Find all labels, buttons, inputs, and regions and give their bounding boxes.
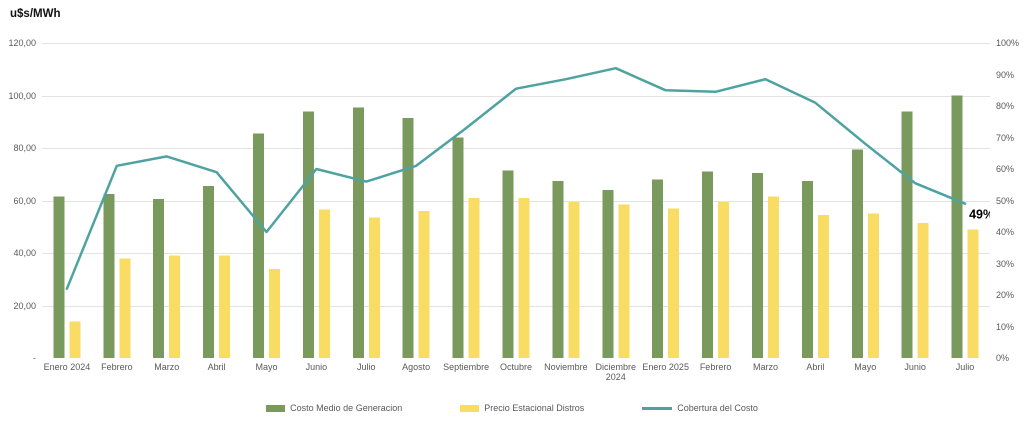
- x-axis-label: Enero 2024: [43, 362, 91, 372]
- y-axis-right-label: 10%: [996, 321, 1015, 332]
- legend-label: Precio Estacional Distros: [484, 403, 585, 413]
- plot-svg: 49%: [42, 43, 990, 358]
- y-axis-right-label: 50%: [996, 195, 1015, 206]
- x-axis-label: Julio: [955, 362, 975, 372]
- y-axis-right-label: 0%: [996, 353, 1010, 363]
- x-axis-label: Junio: [904, 362, 926, 372]
- y-axis-left-label: 120,00: [8, 38, 36, 48]
- x-axis-label: Abril: [806, 362, 825, 372]
- legend-label: Cobertura del Costo: [677, 403, 758, 413]
- y-axis-right-label: 70%: [996, 132, 1015, 143]
- y-axis-right-label: 40%: [996, 227, 1015, 237]
- legend-bar-swatch: [266, 404, 286, 412]
- y-axis-right-label: 80%: [996, 101, 1015, 111]
- chart-title: u$s/MWh: [10, 8, 61, 20]
- y-axis-right-label: 30%: [996, 258, 1015, 269]
- x-axis-label: Junio: [305, 362, 328, 372]
- y-axis-right-label: 90%: [996, 69, 1015, 80]
- x-axis-label: Octubre: [499, 362, 532, 372]
- x-axis-label: Mayo: [854, 362, 877, 372]
- x-axis-label: Enero 2025: [642, 362, 689, 372]
- x-axis-label: Abril: [207, 362, 226, 372]
- x-axis-label: Agosto: [402, 362, 431, 372]
- legend-label: Costo Medio de Generacion: [290, 403, 403, 413]
- y-axis-left-label: 80,00: [13, 143, 36, 153]
- legend-bar-swatch: [460, 404, 480, 412]
- x-axis-label: Marzo: [154, 362, 180, 372]
- x-axis-label: Mayo: [255, 362, 278, 372]
- y-axis-left-label: 20,00: [13, 300, 36, 311]
- x-axis-label: Marzo: [752, 362, 778, 372]
- y-axis-left-label: 40,00: [13, 248, 36, 258]
- y-axis-left-label: 60,00: [13, 195, 36, 206]
- x-axis-label: Febrero: [699, 362, 732, 372]
- y-axis-right-label: 20%: [996, 290, 1015, 300]
- x-axis-label: Septiembre: [443, 362, 490, 372]
- legend: Costo Medio de Generacion Precio Estacion…: [0, 403, 1024, 413]
- y-axis-left-label: -: [33, 353, 36, 363]
- legend-line-swatch: [642, 406, 673, 410]
- x-axis-label: Diciembre 2024: [595, 362, 637, 382]
- x-axis-label: Julio: [357, 362, 376, 372]
- y-axis-right-label: 60%: [996, 164, 1015, 174]
- line-end-annotation: 49%: [969, 208, 990, 222]
- y-axis-right-label: 100%: [996, 38, 1020, 48]
- y-axis-left-label: 100,00: [8, 90, 36, 101]
- legend-item: Cobertura del Costo: [642, 403, 758, 413]
- legend-item: Costo Medio de Generacion: [266, 403, 402, 413]
- x-axis-label: Noviembre: [544, 362, 588, 372]
- legend-item: Precio Estacional Distros: [460, 403, 584, 413]
- x-axis-label: Febrero: [101, 362, 133, 372]
